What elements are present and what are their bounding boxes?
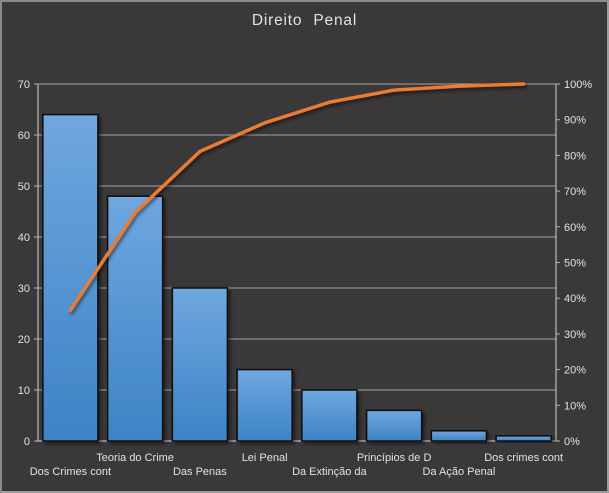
bar-8[interactable]	[495, 435, 552, 442]
right-axis-label: 70%	[564, 186, 586, 198]
right-axis-label: 100%	[564, 79, 592, 91]
right-axis-label: 90%	[564, 115, 586, 127]
x-axis-label: Teoria do Crime	[96, 452, 174, 464]
left-axis-label: 20	[18, 334, 30, 346]
right-axis-label: 10%	[564, 400, 586, 412]
bar-4[interactable]	[236, 368, 293, 442]
right-axis-label: 40%	[564, 293, 586, 305]
bar-6[interactable]	[365, 409, 423, 442]
right-axis-label: 30%	[564, 329, 586, 341]
left-axis-label: 70	[18, 79, 30, 91]
left-axis-label: 10	[18, 385, 30, 397]
x-axis-label: Lei Penal	[242, 452, 288, 464]
right-axis-label: 50%	[564, 258, 586, 270]
right-axis-label: 0%	[564, 436, 580, 448]
bar-3[interactable]	[171, 287, 229, 442]
left-axis-label: 40	[18, 232, 30, 244]
bar-1[interactable]	[42, 113, 99, 442]
right-axis-label: 20%	[564, 365, 586, 377]
chart-title: Direito Penal	[251, 12, 358, 29]
bar-2[interactable]	[106, 195, 164, 442]
left-axis-label: 0	[24, 436, 30, 448]
left-axis-label: 60	[18, 130, 30, 142]
x-axis-label: Da Ação Penal	[422, 466, 495, 478]
bar-5[interactable]	[301, 389, 358, 442]
x-axis-label: Dos Crimes cont	[30, 466, 111, 478]
cumulative-line[interactable]	[68, 82, 526, 313]
x-axis-label: Das Penas	[173, 466, 227, 478]
right-axis-label: 80%	[564, 150, 586, 162]
x-axis-label: Da Extinção da	[292, 466, 367, 478]
right-axis-label: 60%	[564, 222, 586, 234]
left-axis-label: 30	[18, 283, 30, 295]
bar-7[interactable]	[430, 430, 488, 442]
x-axis-label: Princípios de D	[357, 452, 432, 464]
left-axis-label: 50	[18, 181, 30, 193]
x-axis-label: Dos crimes cont	[484, 452, 563, 464]
